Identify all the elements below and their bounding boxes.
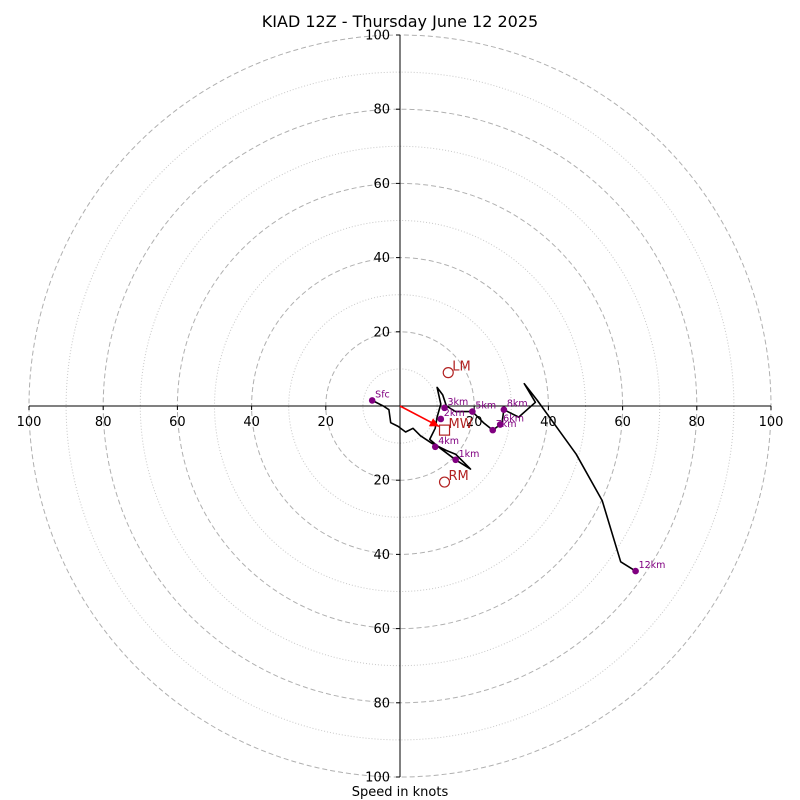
x-tick-label: 60 xyxy=(169,415,186,430)
y-tick-label: 80 xyxy=(373,696,390,711)
storm-motion-marker xyxy=(442,367,454,379)
height-marker-point xyxy=(489,426,497,434)
chart-title: KIAD 12Z - Thursday June 12 2025 xyxy=(262,12,538,31)
x-tick-label: 40 xyxy=(243,415,260,430)
x-tick-label: 20 xyxy=(318,415,335,430)
height-marker-label: 4km xyxy=(438,436,459,447)
height-marker-label: 12km xyxy=(639,560,666,571)
storm-motion-label: MW xyxy=(449,417,473,432)
height-marker-label: 1km xyxy=(459,449,480,460)
height-marker-point xyxy=(500,406,508,414)
x-tick-label: 20 xyxy=(466,415,483,430)
y-tick-label: 80 xyxy=(373,103,390,118)
tick-labels: 100 80 60 40 20 20 40 60 80 100 100 80 60 40 20 20 40 60 8… xyxy=(17,29,784,786)
y-tick-label: 60 xyxy=(373,177,390,192)
height-marker-label: 3km xyxy=(448,397,469,408)
y-tick-label: 100 xyxy=(365,771,390,786)
storm-motion-marker xyxy=(438,424,451,436)
y-tick-label: 100 xyxy=(365,29,390,44)
hodograph-line xyxy=(371,382,637,572)
height-marker-point xyxy=(441,404,448,412)
x-tick-label: 80 xyxy=(95,415,112,430)
x-tick-label: 100 xyxy=(759,415,784,430)
storm-motion-markers: LM RM MW xyxy=(438,360,473,488)
height-marker-label: 2km xyxy=(444,408,465,419)
height-marker-point xyxy=(632,567,639,575)
x-tick-label: 60 xyxy=(614,415,631,430)
height-marker-point xyxy=(496,421,504,428)
y-tick-label: 60 xyxy=(373,622,390,637)
storm-motion-label: RM xyxy=(449,469,469,484)
height-marker-point xyxy=(431,443,439,451)
height-marker-point xyxy=(368,397,376,404)
height-marker-point xyxy=(437,415,445,423)
shear-vector-arrowhead xyxy=(428,418,439,427)
x-tick-label: 100 xyxy=(17,415,42,430)
hodograph-trace xyxy=(371,382,637,572)
y-tick-label: 40 xyxy=(373,548,390,563)
height-marker-point xyxy=(469,408,476,415)
x-tick-label: 40 xyxy=(540,415,557,430)
storm-motion-marker xyxy=(438,476,451,488)
height-marker-label: 5km xyxy=(475,401,496,412)
height-marker-label: 8km xyxy=(507,399,528,410)
height-marker-label: 6km xyxy=(503,414,524,425)
y-tick-label: 20 xyxy=(373,325,390,340)
shear-vector xyxy=(399,405,440,428)
storm-motion-label: LM xyxy=(452,360,470,375)
height-marker-label: Sfc xyxy=(375,389,390,400)
y-tick-label: 40 xyxy=(373,251,390,266)
height-marker-label: 7km xyxy=(496,419,517,430)
x-tick-label: 80 xyxy=(689,415,706,430)
y-tick-label: 20 xyxy=(373,474,390,489)
x-axis-label: Speed in knots xyxy=(352,785,449,800)
height-marker-point xyxy=(452,456,459,464)
